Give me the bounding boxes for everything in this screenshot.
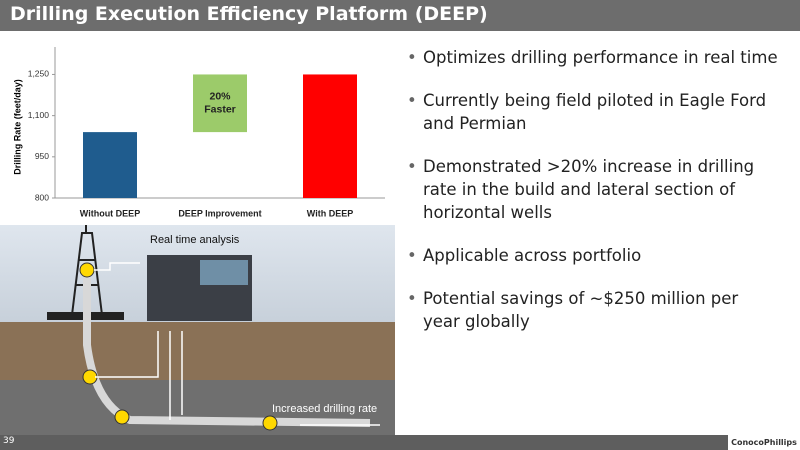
bar <box>83 132 137 198</box>
bullet-list: Optimizes drilling performance in real t… <box>405 46 780 353</box>
y-tick-label: 800 <box>35 192 49 202</box>
bar-annotation: 20% <box>209 91 231 103</box>
y-axis-label: Drilling Rate (feet/day) <box>12 79 22 175</box>
bullet: Currently being field piloted in Eagle F… <box>405 89 780 135</box>
y-tick-label: 1,250 <box>28 69 50 79</box>
photo-screens <box>200 260 248 285</box>
bullet: Demonstrated >20% increase in drilling r… <box>405 155 780 224</box>
page-number: 39 <box>3 436 15 446</box>
bar <box>303 74 357 198</box>
bar <box>193 74 247 133</box>
x-tick-label: With DEEP <box>307 208 353 218</box>
soil <box>0 322 395 382</box>
logo: ConocoPhillips <box>728 435 800 450</box>
arrows <box>94 262 380 426</box>
bullet: Applicable across portfolio <box>405 244 780 267</box>
y-tick-label: 1,100 <box>28 110 50 120</box>
bullet: Potential savings of ~$250 million per y… <box>405 287 780 333</box>
header: Drilling Execution Efficiency Platform (… <box>0 0 800 31</box>
bar-annotation: Faster <box>204 104 236 116</box>
label: Increased drilling rate <box>272 403 377 415</box>
sensors <box>79 262 278 431</box>
y-tick-label: 950 <box>35 151 49 161</box>
chart: Drilling Rate (feet/day) 800 950 1,100 1,25… <box>12 47 385 218</box>
label: Real time analysis <box>150 234 240 246</box>
title: Drilling Execution Efficiency Platform (… <box>10 3 488 25</box>
illustration: Real time analysis Increased drilling ra… <box>0 225 395 435</box>
x-tick-label: DEEP Improvement <box>178 208 261 218</box>
bullet: Optimizes drilling performance in real t… <box>405 46 780 69</box>
footer: 39 ConocoPhillips <box>0 435 800 450</box>
x-tick-label: Without DEEP <box>80 208 140 218</box>
